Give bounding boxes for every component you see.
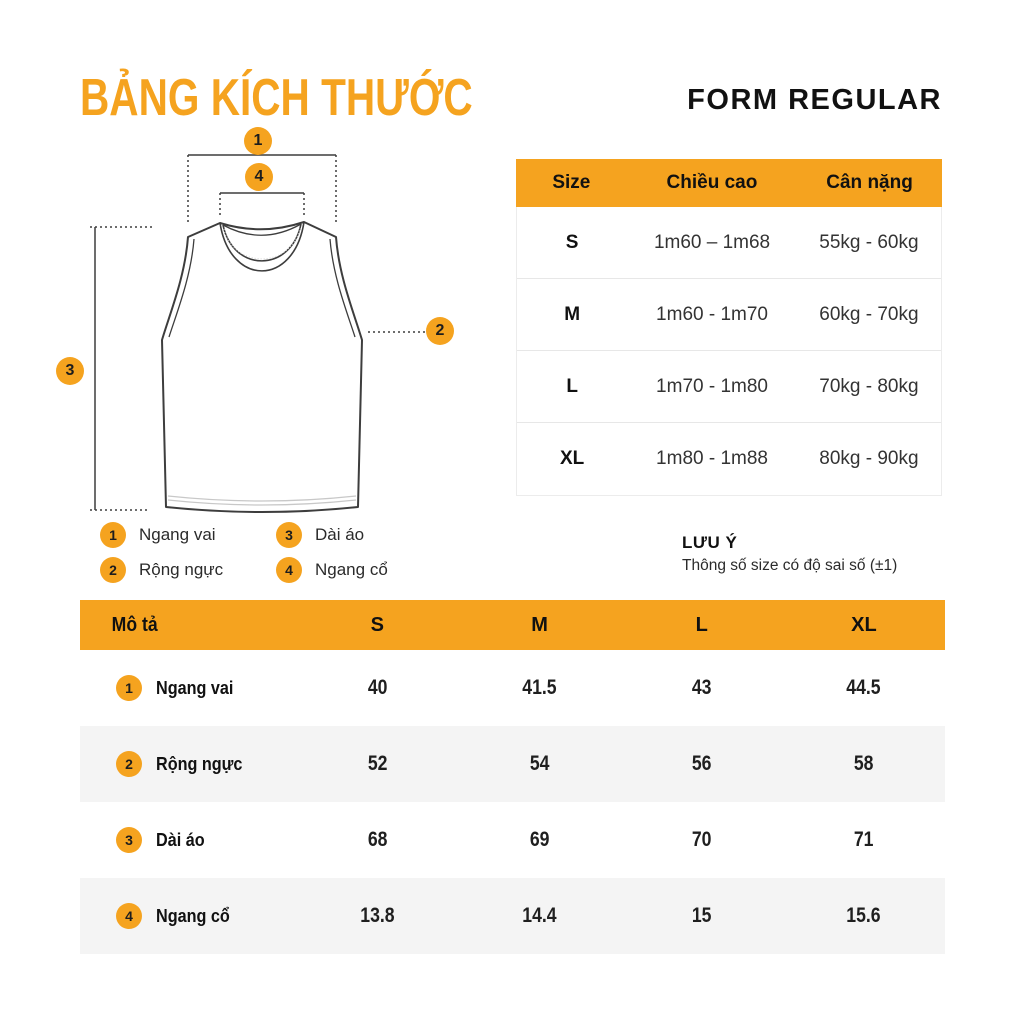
value-cell: 40 [367, 676, 388, 699]
value-cell: 69 [529, 828, 550, 851]
row-badge: 1 [116, 675, 142, 701]
value-cell: 71 [854, 828, 874, 851]
legend-item-length: 3 Dài áo [276, 518, 388, 552]
value-cell: 15.6 [846, 904, 882, 927]
value-cell: 54 [529, 752, 550, 775]
measurement-table: Mô tả S M L XL 1 Ngang vai 40 41.5 43 44… [80, 600, 945, 954]
size-table-header-size: Size [552, 172, 591, 193]
height-cell: 1m60 – 1m68 [653, 231, 771, 253]
measurement-table-header: Mô tả S M L XL [80, 600, 945, 650]
page-title: BẢNG KÍCH THƯỚC [80, 69, 473, 127]
value-cell: 68 [367, 828, 388, 851]
value-cell: 44.5 [846, 676, 882, 699]
row-label: Dài áo [156, 829, 205, 850]
value-cell: 58 [854, 752, 874, 775]
table-row: M 1m60 - 1m70 60kg - 70kg [517, 279, 941, 351]
callout-shirt-length: 3 [56, 357, 84, 385]
row-label: Ngang vai [156, 677, 234, 698]
note-block: LƯU Ý Thông số size có độ sai số (±1) [682, 533, 897, 575]
table-row: 4 Ngang cổ 13.8 14.4 15 15.6 [80, 878, 945, 954]
measurement-header-l: L [695, 613, 708, 636]
legend-item-shoulder: 1 Ngang vai [100, 518, 276, 552]
size-cell: XL [559, 448, 585, 469]
height-cell: 1m70 - 1m80 [656, 375, 768, 397]
value-cell: 41.5 [522, 676, 557, 699]
measurement-header-desc: Mô tả [111, 613, 158, 636]
legend-badge-4: 4 [276, 557, 302, 583]
legend-label-shoulder: Ngang vai [139, 525, 216, 544]
legend-item-neck: 4 Ngang cổ [276, 553, 388, 587]
measure-line-shoulder [187, 154, 337, 225]
tank-top-body [161, 221, 363, 513]
size-table-header: Size Chiều cao Cân nặng [516, 159, 942, 207]
row-badge: 2 [116, 751, 142, 777]
note-text: Thông số size có độ sai số (±1) [682, 557, 898, 574]
weight-cell: 80kg - 90kg [819, 448, 919, 469]
row-badge: 4 [116, 903, 142, 929]
size-recommendation-table: Size Chiều cao Cân nặng S 1m60 – 1m68 55… [516, 159, 942, 496]
value-cell: 56 [691, 752, 712, 775]
legend-badge-2: 2 [100, 557, 126, 583]
size-table-body: S 1m60 – 1m68 55kg - 60kg M 1m60 - 1m70 … [516, 207, 942, 496]
size-cell: S [565, 231, 579, 253]
value-cell: 52 [367, 752, 388, 775]
callout-shoulder-width: 1 [244, 127, 272, 155]
value-cell: 70 [691, 828, 712, 851]
measure-line-length [90, 226, 152, 511]
table-row: XL 1m80 - 1m88 80kg - 90kg [517, 423, 941, 495]
value-cell: 43 [691, 676, 712, 699]
height-cell: 1m60 - 1m70 [656, 303, 768, 325]
legend-badge-1: 1 [100, 522, 126, 548]
table-row: L 1m70 - 1m80 70kg - 80kg [517, 351, 941, 423]
garment-diagram: 1 2 3 4 [40, 115, 500, 525]
measure-line-neck [219, 192, 305, 216]
value-cell: 14.4 [522, 904, 557, 927]
legend-badge-3: 3 [276, 522, 302, 548]
legend-label-neck: Ngang cổ [315, 560, 388, 579]
size-cell: M [564, 303, 581, 325]
table-row: 2 Rộng ngực 52 54 56 58 [80, 726, 945, 802]
legend-item-chest: 2 Rộng ngực [100, 553, 276, 587]
size-cell: L [566, 375, 578, 397]
measurement-label-cell: 3 Dài áo [80, 827, 296, 853]
value-cell: 13.8 [360, 904, 395, 927]
table-row: 1 Ngang vai 40 41.5 43 44.5 [80, 650, 945, 726]
measurement-header-s: S [370, 613, 385, 636]
weight-cell: 55kg - 60kg [819, 231, 919, 253]
measurement-header-xl: XL [851, 613, 877, 636]
weight-cell: 70kg - 80kg [819, 375, 919, 397]
table-row: 3 Dài áo 68 69 70 71 [80, 802, 945, 878]
size-table-header-height: Chiều cao [666, 172, 758, 193]
row-label: Rộng ngực [156, 753, 243, 774]
value-cell: 15 [691, 904, 712, 927]
measurement-label-cell: 4 Ngang cổ [80, 903, 296, 929]
tank-top-illustration [90, 154, 430, 513]
measurement-legend: 1 Ngang vai 2 Rộng ngực 3 Dài áo 4 Ngang… [100, 518, 388, 587]
form-type-label: FORM REGULAR [687, 84, 942, 116]
measurement-header-m: M [531, 613, 548, 636]
height-cell: 1m80 - 1m88 [656, 448, 768, 469]
row-label: Ngang cổ [156, 905, 230, 926]
measurement-label-cell: 2 Rộng ngực [80, 751, 296, 777]
measurement-label-cell: 1 Ngang vai [80, 675, 296, 701]
size-table-header-weight: Cân nặng [826, 172, 913, 193]
legend-label-chest: Rộng ngực [139, 560, 224, 579]
row-badge: 3 [116, 827, 142, 853]
weight-cell: 60kg - 70kg [819, 303, 919, 325]
table-row: S 1m60 – 1m68 55kg - 60kg [517, 207, 941, 279]
callout-neck-width: 4 [245, 163, 273, 191]
callout-chest-width: 2 [426, 317, 454, 345]
note-title: LƯU Ý [682, 533, 738, 552]
legend-label-length: Dài áo [315, 525, 365, 544]
